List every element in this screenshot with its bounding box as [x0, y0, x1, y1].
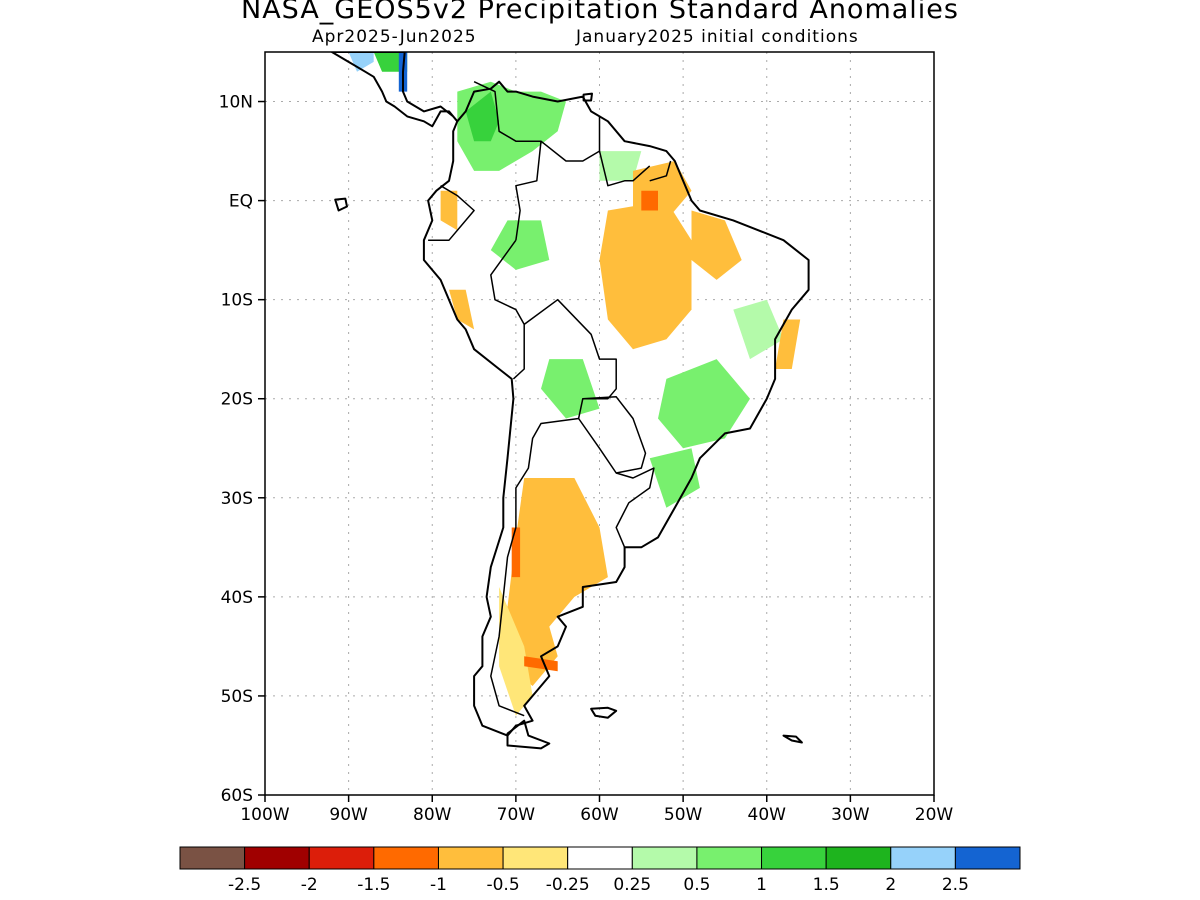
country-border: [428, 185, 475, 241]
anomaly-patch: [641, 190, 658, 211]
colorbar-label: -0.25: [546, 875, 590, 895]
colorbar-label: -2.5: [228, 875, 261, 895]
colorbar-label: -1.5: [357, 875, 390, 895]
lon-tick-label: 30W: [831, 805, 870, 825]
lon-tick-label: 60W: [580, 805, 619, 825]
colorbar: -2.5 -2 -1.5 -1 -0.5 -0.25 0.25 0.5 1 1.5 2 2.5: [179, 846, 1021, 895]
colorbar-swatch: [954, 846, 1021, 870]
colorbar-swatch: [373, 846, 439, 870]
lon-tick-label: 90W: [329, 805, 368, 825]
anomaly-patch: [511, 527, 521, 578]
country-border: [598, 150, 651, 187]
anomaly-patch: [524, 656, 558, 672]
anomaly-patch: [490, 220, 550, 270]
coastline-falklands: [590, 706, 618, 719]
lon-tick-label: 80W: [413, 805, 452, 825]
lon-tick-label: 40W: [748, 805, 787, 825]
anomaly-patch: [658, 359, 750, 449]
anomaly-patch: [599, 151, 642, 181]
country-border: [490, 298, 617, 717]
lon-tick-label: 70W: [497, 805, 536, 825]
colorbar-swatch: [696, 846, 763, 870]
coastline-galapagos: [334, 197, 348, 212]
colorbar-label: 2.5: [942, 875, 969, 895]
colorbar-swatch: [631, 846, 698, 870]
initial-conditions: January2025 initial conditions: [576, 27, 859, 47]
colorbar-swatch: [761, 846, 827, 870]
anomaly-patch: [440, 190, 458, 231]
colorbar-label: -0.5: [486, 875, 519, 895]
coastline-central-america: [330, 52, 459, 128]
anomaly-patch: [733, 299, 784, 360]
colorbar-label: -2: [301, 875, 318, 895]
coastline-trinidad: [582, 92, 593, 102]
lat-tick-label: 30S: [221, 489, 253, 509]
coastline-south-america: [422, 80, 810, 737]
colorbar-swatch: [308, 846, 375, 870]
country-border: [577, 396, 647, 474]
lat-tick-label: 20S: [221, 390, 253, 410]
coastline-tierra-del-fuego: [506, 719, 551, 750]
colorbar-swatch: [179, 846, 246, 870]
lon-tick-label: 20W: [915, 805, 954, 825]
anomaly-patch: [507, 478, 608, 686]
colorbar-label: 2: [885, 875, 896, 895]
lat-tick-label: 40S: [221, 588, 253, 608]
colorbar-label: 1.5: [813, 875, 840, 895]
country-border: [490, 239, 525, 380]
colorbar-label: 0.5: [683, 875, 710, 895]
colorbar-swatch: [567, 846, 633, 870]
country-border: [540, 116, 601, 162]
lat-tick-label: 10S: [221, 291, 253, 311]
coastline-south-georgia: [782, 734, 803, 744]
lat-tick-label: EQ: [229, 192, 253, 212]
lon-tick-label: 100W: [240, 805, 289, 825]
colorbar-label: 0.25: [613, 875, 651, 895]
anomaly-patch: [691, 210, 742, 280]
colorbar-swatch: [825, 846, 892, 870]
anomaly-fill: [348, 52, 801, 716]
lat-tick-label: 60S: [221, 786, 253, 806]
anomaly-patch: [541, 359, 600, 419]
country-border: [615, 467, 655, 548]
colorbar-label: -1: [430, 875, 447, 895]
map-title: NASA_GEOS5v2 Precipitation Standard Anom…: [241, 0, 959, 25]
coastlines: [330, 52, 810, 750]
lat-tick-label: 10N: [219, 93, 253, 113]
colorbar-swatch: [244, 846, 310, 870]
anomaly-patch: [449, 289, 475, 330]
colorbar-swatch: [890, 846, 956, 870]
lat-tick-label: 50S: [221, 687, 253, 707]
anomaly-patch: [649, 448, 700, 508]
colorbar-swatch: [502, 846, 569, 870]
country-border: [649, 160, 672, 182]
anomaly-patch: [499, 587, 533, 716]
anomaly-patch: [775, 319, 801, 369]
lon-tick-label: 50W: [664, 805, 703, 825]
forecast-period: Apr2025-Jun2025: [312, 27, 477, 47]
colorbar-label: 1: [756, 875, 767, 895]
country-borders: [428, 81, 672, 717]
anomaly-patch: [348, 52, 374, 72]
anomaly-patch: [599, 200, 692, 350]
anomaly-patch: [465, 91, 500, 142]
colorbar-swatch: [437, 846, 504, 870]
